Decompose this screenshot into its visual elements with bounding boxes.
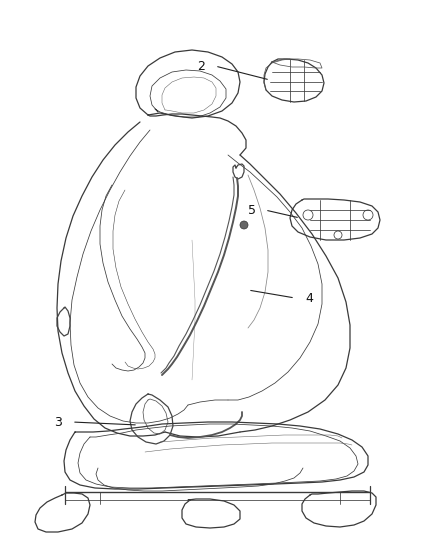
Circle shape (240, 221, 248, 229)
Text: 3: 3 (54, 416, 62, 429)
Text: 4: 4 (305, 292, 313, 304)
Text: 5: 5 (248, 204, 256, 216)
Text: 2: 2 (197, 60, 205, 72)
